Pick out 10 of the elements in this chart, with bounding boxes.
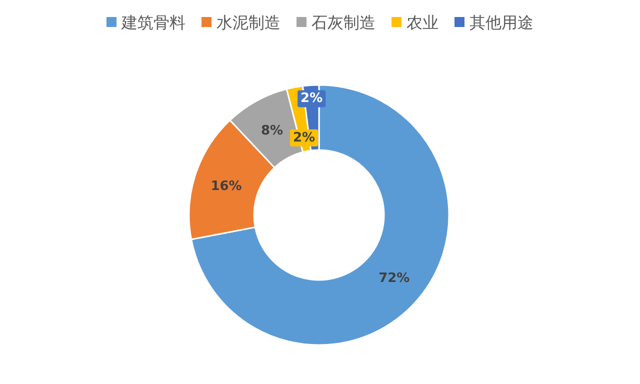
data-label: 16%	[210, 178, 242, 194]
data-label: 72%	[378, 271, 410, 286]
legend-label: 建筑骨料	[120, 13, 186, 32]
legend-label: 农业	[406, 13, 438, 32]
data-label: 2%	[300, 91, 323, 106]
legend-label: 石灰制造	[312, 13, 376, 32]
data-label: 2%	[292, 130, 316, 146]
data-label: 8%	[260, 124, 284, 139]
legend-label: 水泥制造	[216, 13, 280, 32]
legend-label: 其他用途	[470, 13, 534, 32]
